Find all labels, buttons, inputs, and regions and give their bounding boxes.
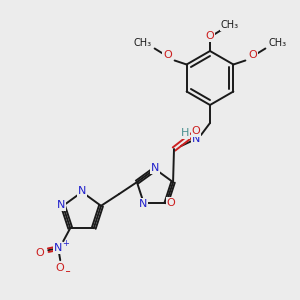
Text: O: O [248, 50, 257, 59]
Text: CH₃: CH₃ [221, 20, 239, 30]
Text: O: O [56, 263, 64, 273]
Text: N: N [78, 186, 86, 196]
Text: CH₃: CH₃ [268, 38, 286, 49]
Text: N: N [57, 200, 65, 210]
Text: N: N [151, 163, 159, 173]
Text: H: H [181, 128, 189, 138]
Text: −: − [61, 267, 71, 277]
Text: O: O [163, 50, 172, 59]
Text: CH₃: CH₃ [134, 38, 152, 49]
Text: O: O [167, 198, 176, 208]
Text: N: N [192, 134, 200, 144]
Text: N: N [139, 200, 147, 209]
Text: O: O [206, 31, 214, 41]
Text: +: + [62, 239, 69, 248]
Text: O: O [192, 126, 200, 136]
Text: O: O [36, 248, 45, 258]
Text: N: N [54, 243, 62, 253]
